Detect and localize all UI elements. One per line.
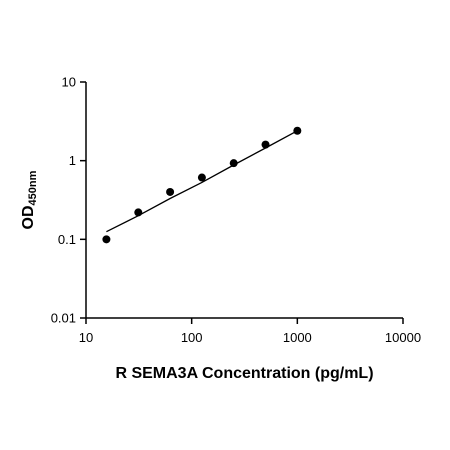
y-tick-label: 1 xyxy=(69,153,76,168)
x-tick-label: 10000 xyxy=(385,330,421,345)
y-tick-label: 0.01 xyxy=(51,311,76,326)
y-axis-title-subscript: 450nm xyxy=(27,170,39,205)
y-tick-label: 10 xyxy=(62,75,76,90)
data-point xyxy=(197,173,206,182)
data-point xyxy=(102,235,111,244)
axes: 10 100 1000 10000 0.01 0.1 1 10 xyxy=(51,75,421,346)
data-point xyxy=(261,140,270,149)
data-point xyxy=(134,208,143,217)
x-tick-label: 100 xyxy=(181,330,203,345)
x-ticks: 10 100 1000 10000 xyxy=(79,318,421,345)
y-tick-label: 0.1 xyxy=(58,232,76,247)
data-point xyxy=(293,126,302,135)
x-tick-label: 10 xyxy=(79,330,93,345)
y-ticks: 0.01 0.1 1 10 xyxy=(51,75,86,326)
plot-area xyxy=(102,126,302,244)
data-points xyxy=(102,126,302,244)
data-point xyxy=(229,159,238,168)
data-point xyxy=(166,187,175,196)
x-tick-label: 1000 xyxy=(283,330,312,345)
x-axis-title: R SEMA3A Concentration (pg/mL) xyxy=(115,365,373,382)
y-axis-title: OD450nm xyxy=(20,170,39,229)
y-axis-title-main: OD xyxy=(20,205,37,229)
